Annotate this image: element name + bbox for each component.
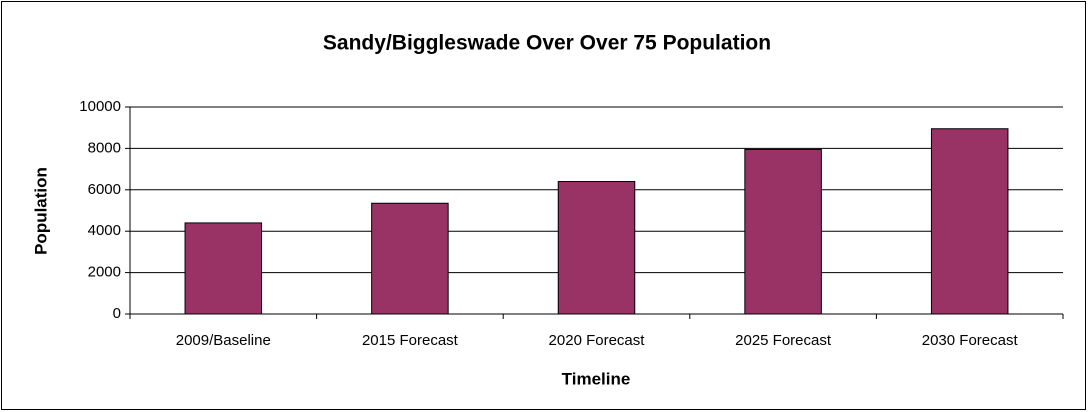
bar — [930, 128, 1009, 315]
y-tick-label: 10000 — [79, 98, 121, 115]
chart-title: Sandy/Biggleswade Over Over 75 Populatio… — [323, 32, 771, 55]
bar — [184, 222, 263, 315]
y-axis-title: Population — [31, 167, 50, 255]
y-tick-label: 4000 — [88, 222, 121, 239]
y-tick-label: 2000 — [88, 264, 121, 281]
x-tick-label: 2015 Forecast — [362, 332, 459, 349]
bar — [557, 181, 636, 315]
x-tick-label: 2020 Forecast — [549, 332, 646, 349]
x-tick-label: 2030 Forecast — [922, 332, 1019, 349]
y-tick-label: 0 — [113, 305, 121, 322]
x-tick-label: 2025 Forecast — [735, 332, 832, 349]
bar — [371, 202, 449, 315]
y-tick-label: 8000 — [88, 139, 121, 156]
bar — [744, 148, 822, 315]
x-axis-title: Timeline — [562, 369, 631, 388]
y-tick-label: 6000 — [88, 181, 121, 198]
x-tick-label: 2009/Baseline — [176, 332, 271, 349]
